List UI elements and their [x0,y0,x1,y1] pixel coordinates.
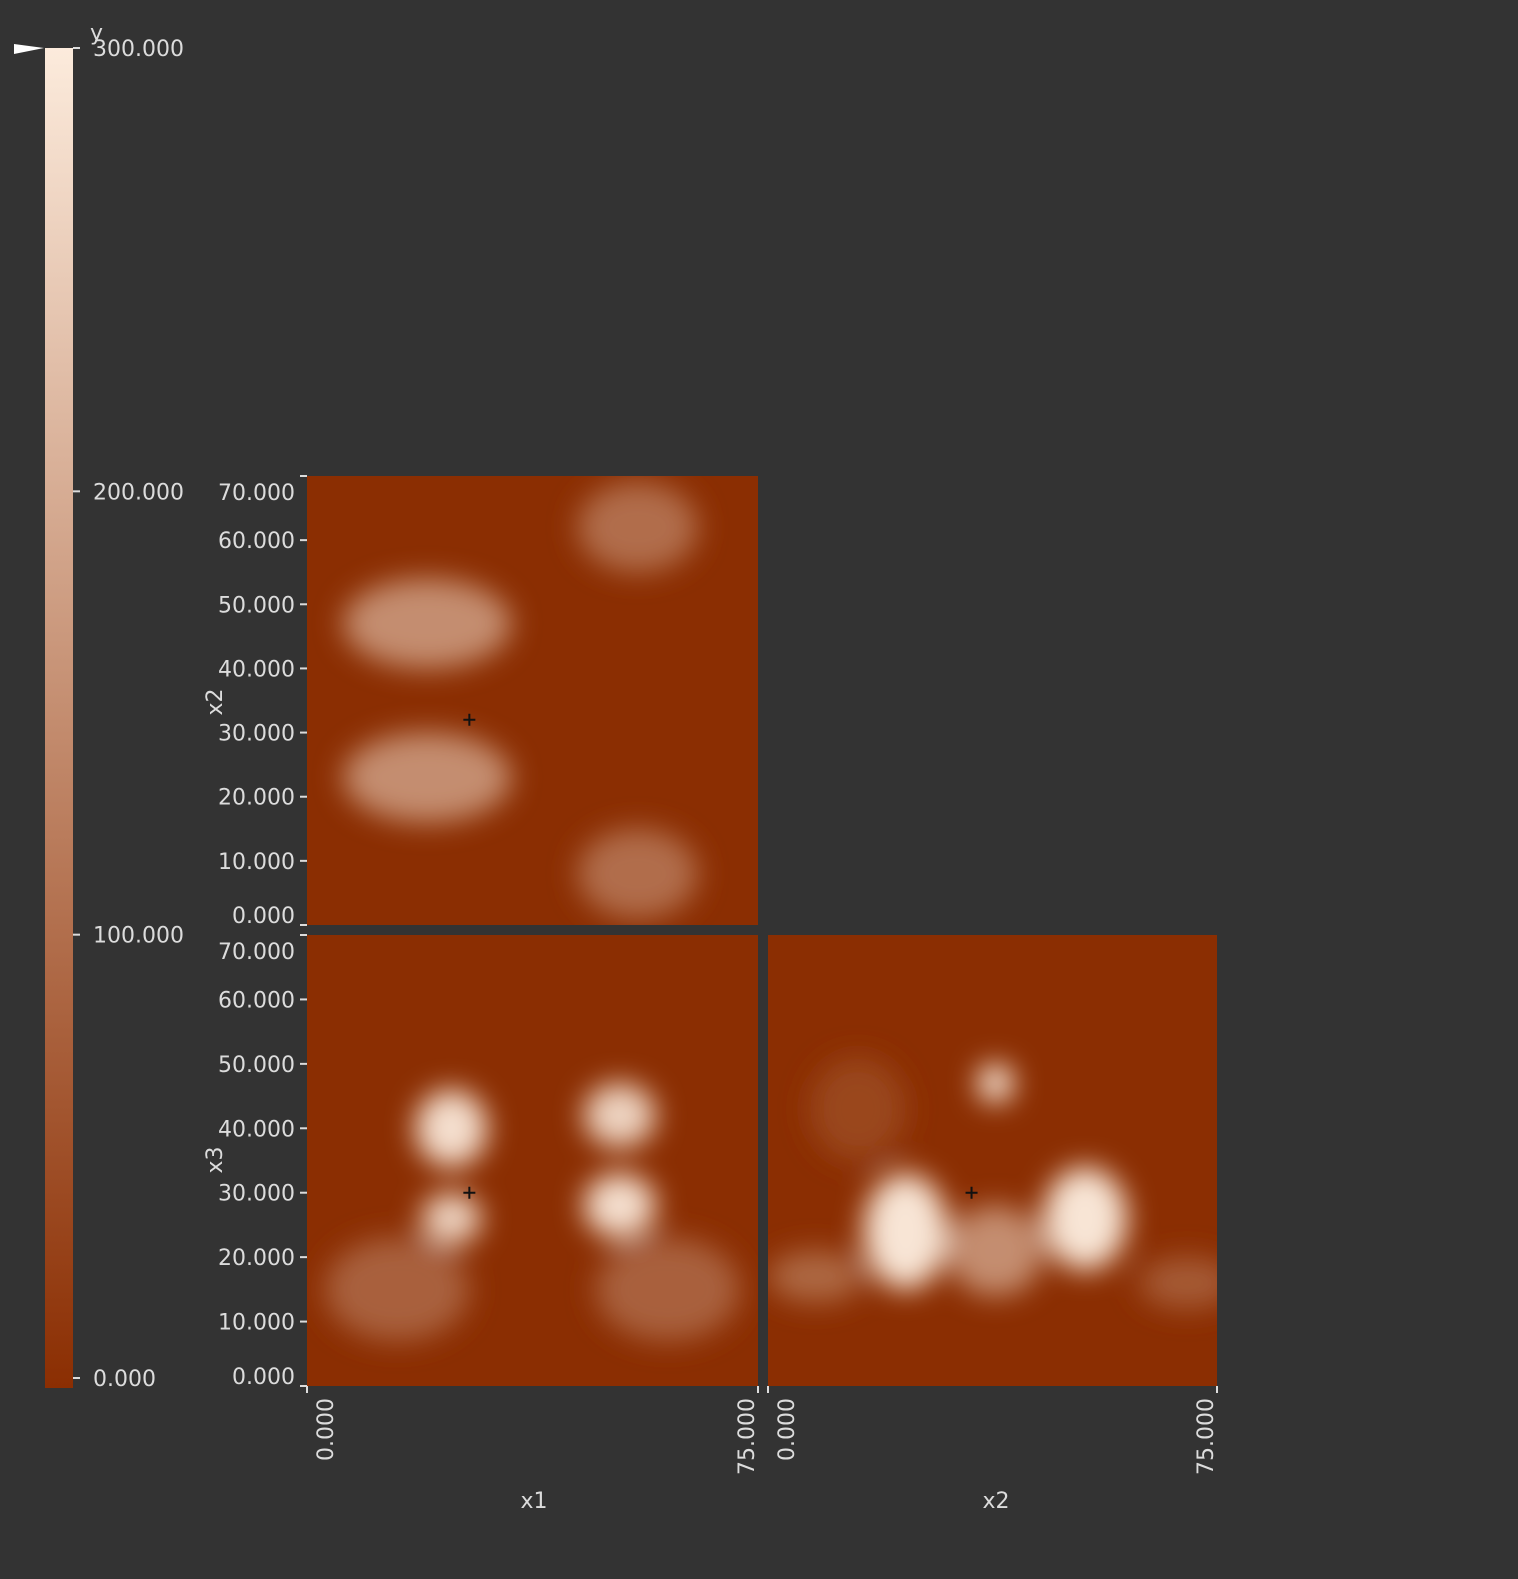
panel-x2-x3-xlabel: x2 [982,1489,1009,1514]
colorbar-tick-label: 100.000 [93,924,184,949]
panel-x1-x2-ylabel: x2 [203,688,228,715]
heatmap-blob [415,1089,488,1167]
ytick-label: 10.000 [218,850,295,875]
heatmap-blob [325,1237,470,1341]
heatmap-blob [1139,1257,1217,1309]
heatmap-blob [421,1192,482,1245]
heatmap-blob [595,1237,740,1341]
panel-x1-x2: 70.000 60.000 50.000 40.000 30.000 20.000 10.0… [203,475,758,929]
heatmap-blob [947,1205,1044,1296]
panel-x1-x3-ylabel: x3 [203,1146,228,1173]
ytick-label: 50.000 [218,1053,295,1078]
xtick-label: 0.000 [775,1398,800,1461]
colorbar: y 300.000 200.000 100.000 0.000 [14,21,184,1392]
colorbar-gradient [45,48,73,1388]
heatmap-blob [768,1250,864,1303]
xtick-label: 0.000 [314,1398,339,1461]
colorbar-tick-label: 0.000 [93,1367,156,1392]
heatmap-blob [577,482,698,573]
heatmap-blob [1043,1166,1128,1271]
colorbar-label: y [90,21,103,46]
colorbar-tick-label: 200.000 [93,480,184,505]
ytick-label: 30.000 [218,1182,295,1207]
heatmap-blob [577,828,698,919]
heatmap-blob [583,1173,656,1238]
current-point-marker [463,1186,476,1199]
colorbar-tick-label: 300.000 [93,37,184,62]
current-point-marker [463,713,476,726]
ytick-label: 40.000 [218,1117,295,1142]
ytick-label: 70.000 [218,940,295,965]
ytick-label: 0.000 [232,904,295,929]
heatmap-blob [977,1063,1014,1103]
panel-x2-x3: 0.000 75.000 x2 [767,935,1219,1514]
ytick-label: 60.000 [218,529,295,554]
ytick-label: 30.000 [218,722,295,747]
colorbar-pointer-icon[interactable] [14,44,44,54]
ytick-label: 20.000 [218,786,295,811]
heatmap-blob [343,578,512,669]
panel-x1-x3: 70.000 60.000 50.000 40.000 30.000 20.000 10.0… [203,934,760,1514]
ytick-label: 20.000 [218,1246,295,1271]
heatmap-blob [583,1083,656,1148]
heatmap-background [768,935,1217,1386]
panel-x1-x3-xlabel: x1 [520,1489,547,1514]
ytick-label: 0.000 [232,1365,295,1390]
current-point-marker [965,1186,978,1199]
xtick-label: 75.000 [1194,1398,1219,1475]
ytick-label: 10.000 [218,1311,295,1336]
ytick-label: 40.000 [218,657,295,682]
ytick-label: 50.000 [218,593,295,618]
heatmap-blob [809,1057,906,1161]
ytick-label: 60.000 [218,988,295,1013]
ytick-label: 70.000 [218,481,295,506]
heatmap-blob [343,732,512,823]
heatmap-blob [863,1173,948,1290]
xtick-label: 75.000 [735,1398,760,1475]
